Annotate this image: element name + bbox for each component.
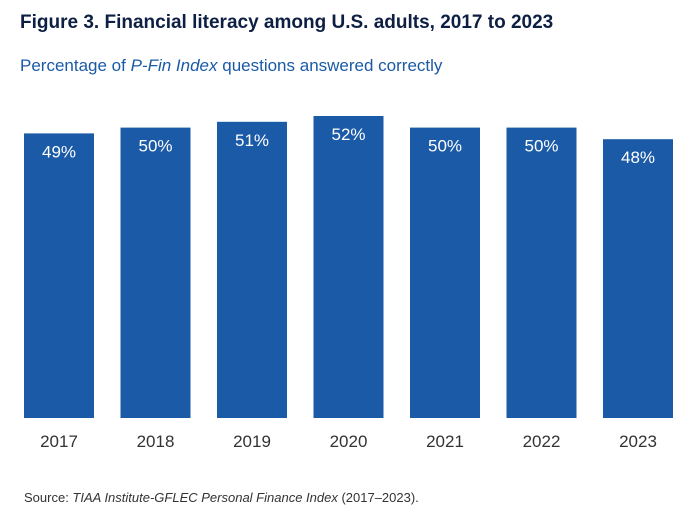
bar-chart: 49% 50% 51% 52%50% 50%48% 2017 2018 2019 2020 20… bbox=[24, 116, 673, 451]
x-tick-label-2020: 2020 bbox=[330, 432, 368, 451]
source-title: TIAA Institute-GFLEC Personal Finance In… bbox=[72, 490, 338, 505]
bar-2017 bbox=[24, 133, 94, 418]
x-tick-label-2021: 2021 bbox=[426, 432, 464, 451]
bars-group bbox=[24, 116, 673, 419]
chart-subtitle: Percentage of P-Fin Index questions answ… bbox=[20, 56, 442, 76]
source-prefix: Source: bbox=[24, 490, 73, 505]
value-label-2018: 50% bbox=[138, 137, 172, 156]
bar-2023 bbox=[603, 139, 673, 418]
value-label-2020: 52% bbox=[331, 125, 365, 144]
chart-source: Source: TIAA Institute-GFLEC Personal Fi… bbox=[24, 490, 419, 505]
value-label-2021: 50% bbox=[428, 137, 462, 156]
x-tick-label-2023: 2023 bbox=[619, 432, 657, 451]
x-tick-label-2017: 2017 bbox=[40, 432, 78, 451]
source-suffix: (2017–2023). bbox=[337, 490, 419, 505]
x-tick-labels-group: 2017 2018 2019 2020 2021 2022 2023 bbox=[40, 432, 657, 451]
bar-2018 bbox=[120, 127, 191, 418]
value-label-2019: 51% bbox=[235, 131, 269, 150]
bar-2021 bbox=[410, 127, 480, 418]
subtitle-suffix: questions answered correctly bbox=[217, 56, 443, 75]
value-label-2023: 48% bbox=[621, 148, 655, 167]
value-label-2017: 49% bbox=[42, 142, 76, 161]
bar-2019 bbox=[217, 121, 287, 419]
subtitle-prefix: Percentage of bbox=[20, 56, 131, 75]
x-tick-label-2019: 2019 bbox=[233, 432, 271, 451]
x-tick-label-2018: 2018 bbox=[137, 432, 175, 451]
x-tick-label-2022: 2022 bbox=[523, 432, 561, 451]
value-labels-group: 49% 50% 51% 52% 50% 50% 48% bbox=[42, 125, 655, 167]
subtitle-index-name: P-Fin Index bbox=[130, 56, 218, 75]
value-label-2022: 50% bbox=[524, 137, 558, 156]
bar-2022 bbox=[506, 127, 577, 418]
bar-2020 bbox=[313, 116, 384, 418]
chart-title: Figure 3. Financial literacy among U.S. … bbox=[20, 12, 554, 33]
